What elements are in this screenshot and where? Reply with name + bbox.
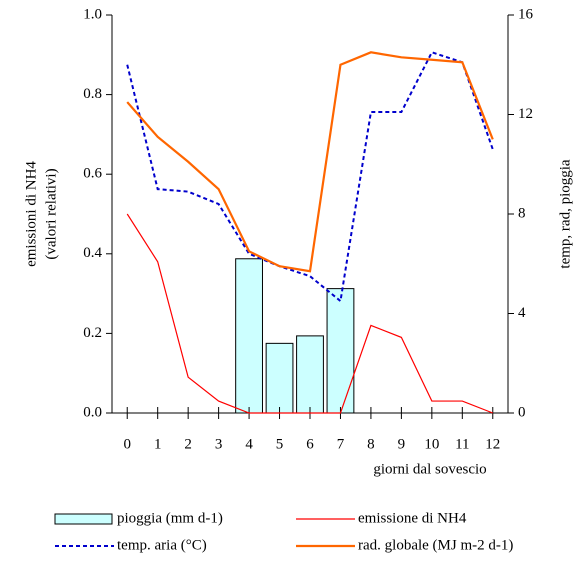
legend-label: temp. aria (°C) <box>117 537 207 553</box>
y2-axis-label: temp, rad, pioggia <box>557 159 573 268</box>
x-tick-label: 10 <box>424 436 439 452</box>
y-tick-label: 0.2 <box>83 325 102 341</box>
x-tick-label: 4 <box>245 436 253 452</box>
x-tick-label: 7 <box>337 436 345 452</box>
line-series <box>126 213 493 414</box>
y-tick-label: 0.0 <box>83 404 102 420</box>
y-tick-label: 0.6 <box>83 166 102 182</box>
legend-label: pioggia (mm d-1) <box>117 510 223 526</box>
bar <box>235 258 263 414</box>
bar <box>265 342 294 414</box>
x-tick-label: 9 <box>398 436 406 452</box>
bar <box>326 288 355 414</box>
legend-swatch <box>54 513 113 525</box>
line-series <box>126 51 494 273</box>
legend-label: emissione di NH4 <box>358 510 467 526</box>
y2-tick-label: 0 <box>518 404 526 420</box>
y2-tick-label: 4 <box>518 305 526 321</box>
y-axis-label: (valori relativi) <box>43 168 59 259</box>
legend-label: rad. globale (MJ m-2 d-1) <box>358 537 513 553</box>
y-tick-label: 0.8 <box>83 86 102 102</box>
y-tick-label: 1.0 <box>83 6 102 22</box>
x-tick-label: 2 <box>184 436 192 452</box>
y2-tick-label: 12 <box>518 106 533 122</box>
y2-tick-label: 8 <box>518 205 526 221</box>
x-tick-label: 3 <box>215 436 223 452</box>
y-axis-label: emissioni di NH4 <box>23 161 39 267</box>
x-tick-label: 6 <box>306 436 314 452</box>
x-axis-label: giorni dal sovescio <box>373 461 486 477</box>
x-tick-label: 11 <box>455 436 469 452</box>
x-tick-label: 8 <box>367 436 375 452</box>
x-tick-label: 5 <box>276 436 284 452</box>
y-tick-label: 0.4 <box>83 245 102 261</box>
x-tick-label: 1 <box>154 436 162 452</box>
y2-tick-label: 16 <box>518 6 534 22</box>
x-tick-label: 12 <box>485 436 500 452</box>
x-tick-label: 0 <box>123 436 131 452</box>
bar <box>296 335 324 414</box>
